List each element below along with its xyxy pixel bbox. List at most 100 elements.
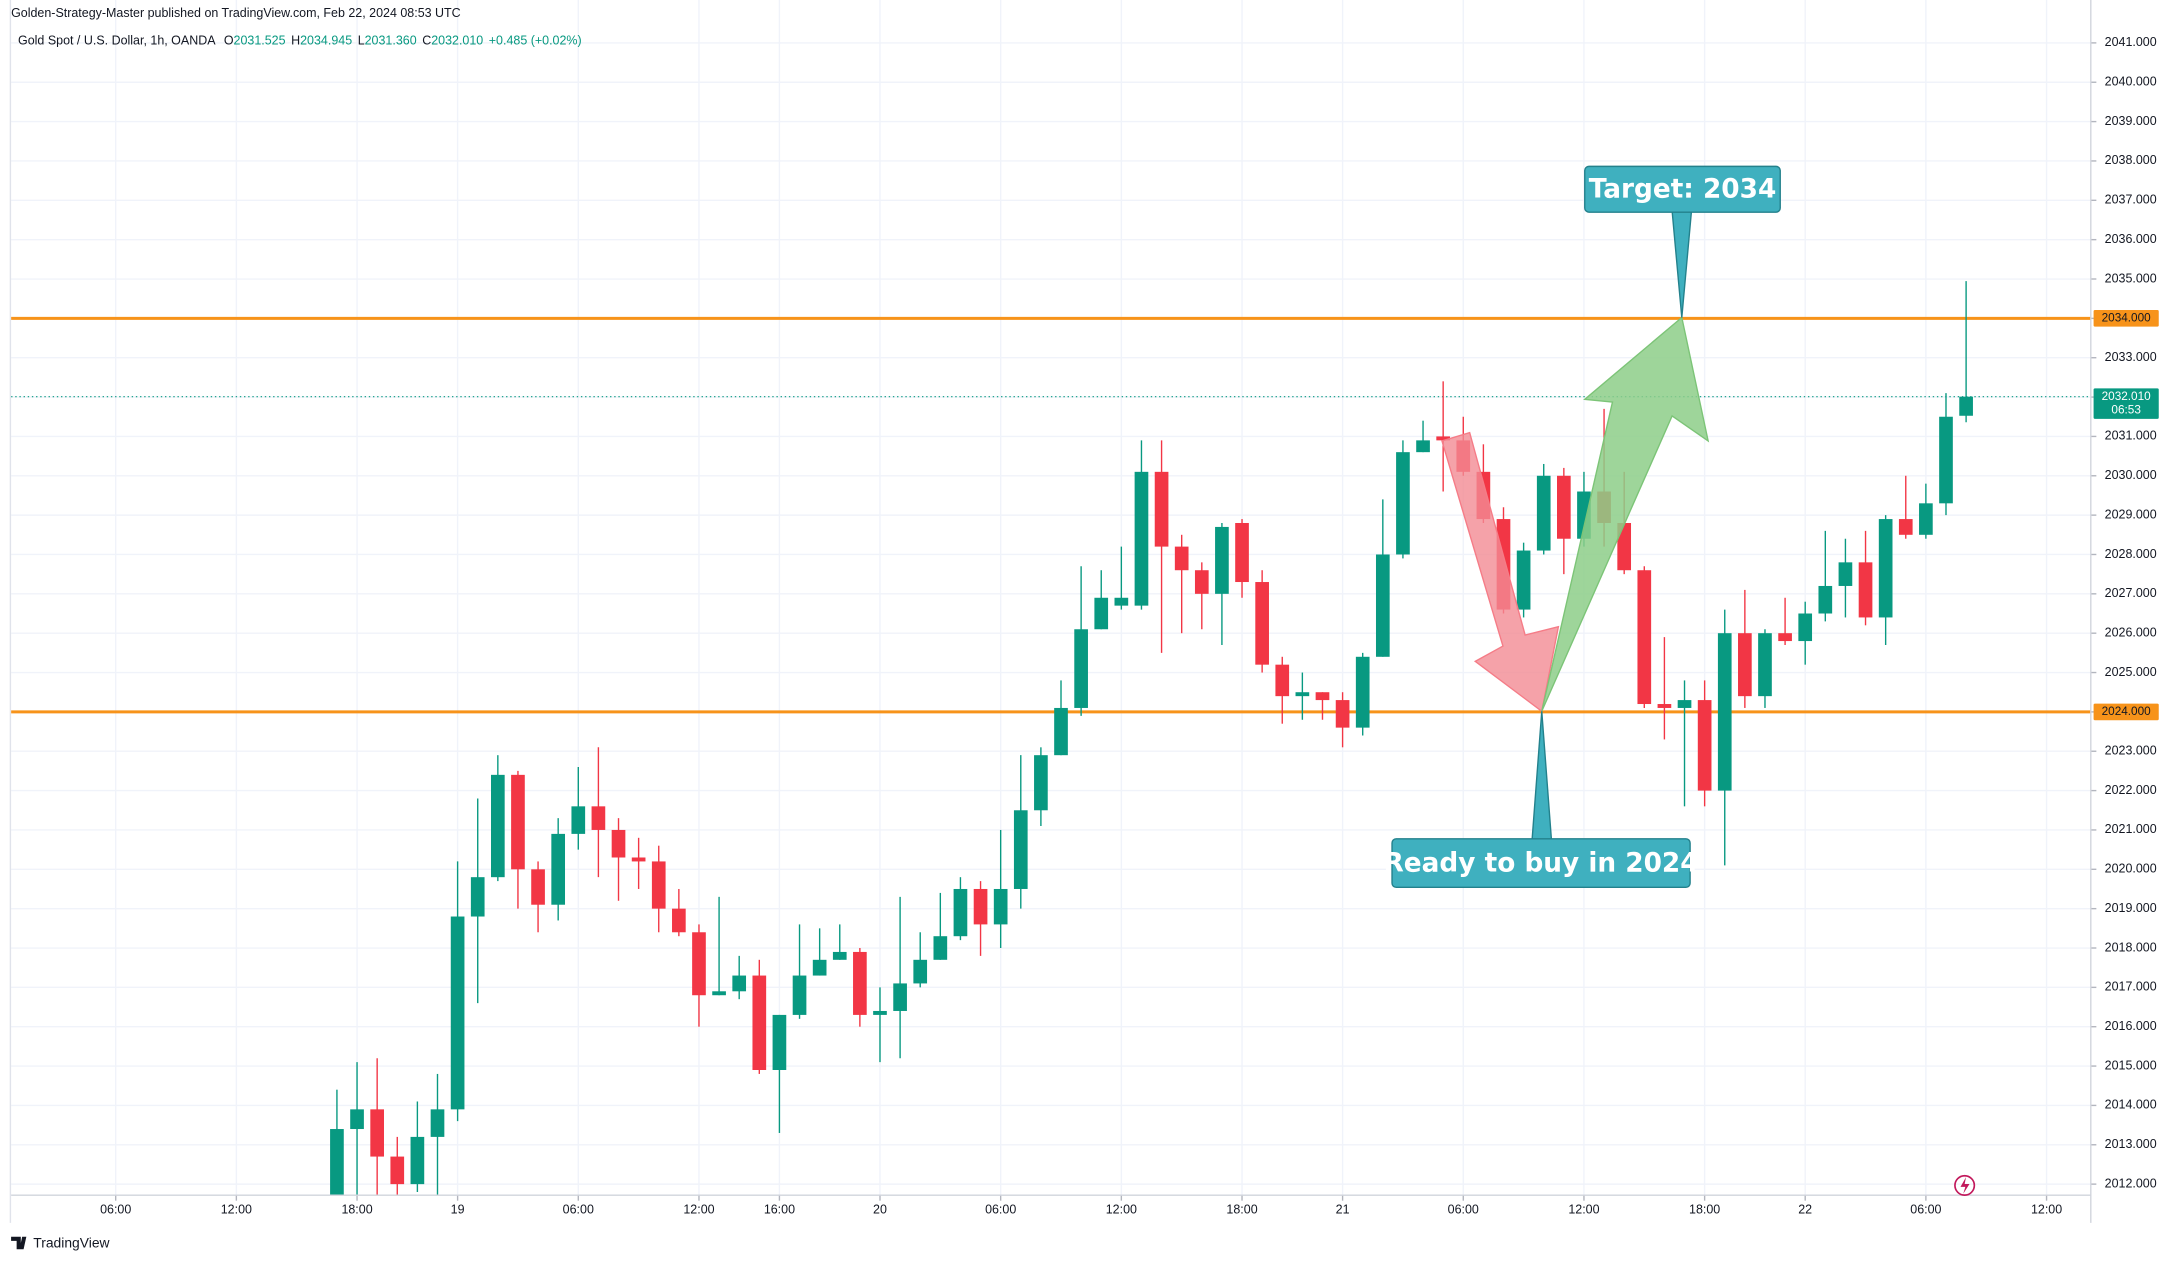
candle-body xyxy=(692,932,706,996)
candle-body xyxy=(1436,436,1450,441)
y-tick-label: 2037.000 xyxy=(2105,193,2157,207)
legend-value: 2032.010 xyxy=(431,34,483,48)
x-tick-label: 12:00 xyxy=(683,1203,714,1217)
candle-body xyxy=(531,869,545,905)
candle-body xyxy=(953,888,968,937)
candle-body xyxy=(1215,526,1229,594)
axes xyxy=(9,0,2092,1223)
y-tick-label: 2028.000 xyxy=(2105,547,2157,561)
candle-body xyxy=(1657,704,1672,708)
x-tick-label: 06:00 xyxy=(100,1203,131,1217)
candle-body xyxy=(1778,633,1792,642)
legend-label: O xyxy=(224,34,234,48)
y-tick-label: 2015.000 xyxy=(2105,1058,2157,1072)
candle-body xyxy=(712,991,726,996)
x-tick-label: 22 xyxy=(1798,1203,1812,1217)
down-arrow xyxy=(1441,431,1560,713)
published-line: Golden-Strategy-Master published on Trad… xyxy=(11,6,461,20)
symbol: Gold Spot / U.S. Dollar, 1h, OANDA xyxy=(18,34,216,48)
candle-body xyxy=(591,806,606,830)
legend-value: 2031.525 xyxy=(234,34,286,48)
candle-body xyxy=(1878,519,1893,618)
callout-text: Ready to buy in 2024 xyxy=(1384,848,1699,878)
candle-body xyxy=(651,861,666,909)
y-tick-label: 2039.000 xyxy=(2105,114,2157,128)
candle-body xyxy=(1798,613,1813,642)
candle-body xyxy=(1959,396,1973,416)
legend-change: +0.485 (+0.02%) xyxy=(489,34,582,48)
brand: TradingView xyxy=(11,1234,111,1250)
candle-body xyxy=(893,983,907,1011)
candle-body xyxy=(772,1014,787,1071)
y-tick-label: 2031.000 xyxy=(2105,429,2157,443)
symbol-legend: Gold Spot / U.S. Dollar, 1h, OANDA O2031.… xyxy=(18,34,582,48)
candle-body xyxy=(853,951,867,1015)
candle-body xyxy=(1758,633,1772,697)
candle-body xyxy=(330,1129,344,1196)
candle-body xyxy=(1919,503,1933,535)
y-tick-label: 2018.000 xyxy=(2105,940,2157,954)
candle-body xyxy=(792,975,807,1015)
candle-body xyxy=(732,975,747,992)
y-tick-label: 2012.000 xyxy=(2105,1176,2157,1190)
y-tick-label: 2040.000 xyxy=(2105,75,2157,89)
candle-body xyxy=(430,1109,445,1137)
candle-body xyxy=(1013,810,1028,889)
y-tick-label: 2021.000 xyxy=(2105,822,2157,836)
candle-body xyxy=(1858,562,1873,618)
candle-body xyxy=(511,774,525,870)
callout-text: Target: 2034 xyxy=(1589,174,1777,204)
y-tick-label: 2036.000 xyxy=(2105,232,2157,246)
candle-body xyxy=(1295,692,1310,697)
candle-body xyxy=(1396,452,1410,555)
candle-body xyxy=(1697,700,1712,791)
x-tick-label: 12:00 xyxy=(1568,1203,1599,1217)
candle-body xyxy=(752,975,767,1071)
legend-label: L xyxy=(358,34,365,48)
candle-body xyxy=(1355,656,1370,728)
legend-label: C xyxy=(422,34,431,48)
x-tick-label: 21 xyxy=(1336,1203,1350,1217)
candle-body xyxy=(1838,562,1853,586)
candle-body xyxy=(1275,664,1290,697)
candle-body xyxy=(1034,755,1048,811)
candle-body xyxy=(1939,416,1953,504)
y-tick-label: 2026.000 xyxy=(2105,625,2157,639)
level-price-label: 2024.000 xyxy=(2102,705,2152,718)
x-tick-label: 16:00 xyxy=(764,1203,795,1217)
legend-label: H xyxy=(291,34,300,48)
candle-body xyxy=(1818,585,1833,614)
x-tick-label: 12:00 xyxy=(1106,1203,1137,1217)
candle-body xyxy=(672,908,686,933)
candle-body xyxy=(350,1109,364,1130)
callout-box xyxy=(1391,838,1691,889)
y-tick-label: 2025.000 xyxy=(2105,665,2157,679)
x-tick-label: 06:00 xyxy=(563,1203,594,1217)
y-tick-label: 2030.000 xyxy=(2105,468,2157,482)
candle-body xyxy=(611,829,626,858)
brand-text: TradingView xyxy=(33,1234,110,1250)
y-tick-label: 2017.000 xyxy=(2105,980,2157,994)
candle-body xyxy=(1557,475,1571,539)
x-tick-label: 06:00 xyxy=(985,1203,1016,1217)
candle-body xyxy=(1637,570,1652,705)
x-tick-label: 18:00 xyxy=(1689,1203,1720,1217)
y-tick-label: 2022.000 xyxy=(2105,783,2157,797)
legend-value: 2031.360 xyxy=(365,34,417,48)
candle-body xyxy=(1114,597,1129,606)
candle-body xyxy=(832,951,847,960)
x-tick-label: 19 xyxy=(451,1203,465,1217)
candle-body xyxy=(1094,597,1109,630)
y-tick-label: 2029.000 xyxy=(2105,507,2157,521)
drawings: Target: 2034 Ready to buy in 2024 xyxy=(1384,165,1781,889)
candle-body xyxy=(1315,692,1330,701)
x-tick-label: 06:00 xyxy=(1910,1203,1941,1217)
candle-body xyxy=(1375,554,1390,657)
candle-body xyxy=(812,959,827,976)
level-price-box xyxy=(2093,310,2159,327)
callout-box xyxy=(1584,165,1781,213)
candle-body xyxy=(1335,700,1350,728)
y-tick-label: 2038.000 xyxy=(2105,153,2157,167)
